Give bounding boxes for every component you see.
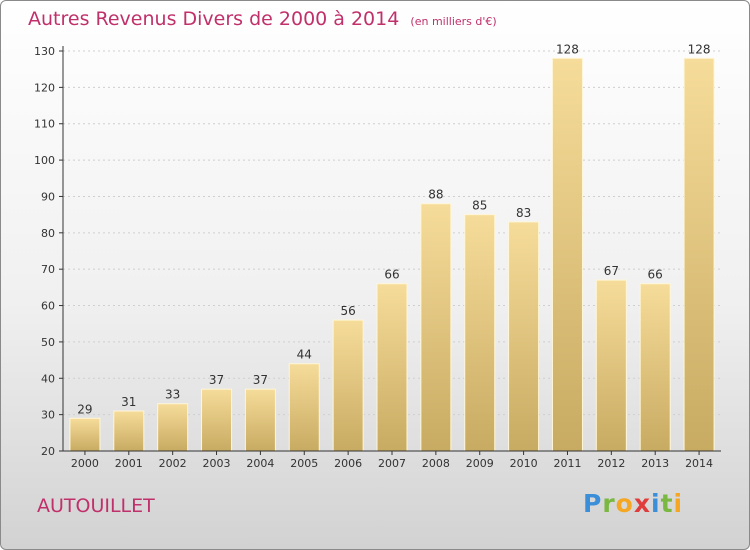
x-tick-label: 2012 xyxy=(597,457,625,470)
brand-letter: i xyxy=(651,489,661,518)
bar-chart: 20 30 40 50 60 70 80 90 100 110 120 130 29 2000 31 200… xyxy=(34,42,721,470)
y-tick-label: 130 xyxy=(34,45,55,58)
data-label: 31 xyxy=(121,395,136,409)
bar xyxy=(201,388,233,452)
title-row: Autres Revenus Divers de 2000 à 2014 (en… xyxy=(28,8,497,30)
y-tick-label: 70 xyxy=(41,263,55,276)
data-label: 56 xyxy=(340,304,355,318)
x-tick-label: 2005 xyxy=(290,457,318,470)
data-label: 29 xyxy=(77,402,92,416)
x-tick-label: 2004 xyxy=(246,457,274,470)
data-label: 37 xyxy=(209,373,224,387)
brand-letter: i xyxy=(673,489,684,518)
data-label: 37 xyxy=(253,373,268,387)
bar xyxy=(595,279,627,452)
bar xyxy=(376,283,408,452)
y-tick-label: 100 xyxy=(34,154,55,167)
x-tick-label: 2002 xyxy=(159,457,187,470)
y-tick-label: 30 xyxy=(41,409,55,422)
y-tick-label: 20 xyxy=(41,445,55,458)
bar xyxy=(508,221,540,452)
y-tick-label: 60 xyxy=(41,300,55,313)
data-label: 67 xyxy=(604,264,619,278)
brand-letter: x xyxy=(633,489,651,518)
y-tick-label: 40 xyxy=(41,372,55,385)
chart-subtitle: (en milliers d'€) xyxy=(410,15,497,28)
data-label: 88 xyxy=(428,188,443,202)
bar xyxy=(288,363,320,452)
data-label: 44 xyxy=(297,348,312,362)
x-tick-label: 2006 xyxy=(334,457,362,470)
y-tick-label: 110 xyxy=(34,118,55,131)
axes: 20 30 40 50 60 70 80 90 100 110 120 130 xyxy=(34,45,721,458)
data-label: 66 xyxy=(648,268,663,282)
y-tick-label: 50 xyxy=(41,336,55,349)
bar xyxy=(551,57,583,452)
data-label: 85 xyxy=(472,199,487,213)
chart-title: Autres Revenus Divers de 2000 à 2014 xyxy=(28,8,400,30)
y-tick-label: 90 xyxy=(41,190,55,203)
bar xyxy=(113,410,145,452)
data-label: 83 xyxy=(516,206,531,220)
data-label: 128 xyxy=(688,42,711,56)
x-tick-label: 2010 xyxy=(510,457,538,470)
bar xyxy=(464,214,496,452)
x-tick-label: 2008 xyxy=(422,457,450,470)
data-label: 66 xyxy=(384,268,399,282)
place-name: AUTOUILLET xyxy=(37,495,155,517)
labels: 29 2000 31 2001 33 2002 37 2003 37 2004 44 2005 56 20… xyxy=(71,42,713,470)
x-tick-label: 2000 xyxy=(71,457,99,470)
x-tick-label: 2003 xyxy=(203,457,231,470)
x-tick-label: 2013 xyxy=(641,457,669,470)
bar xyxy=(420,203,452,452)
brand-letter: t xyxy=(660,489,674,518)
brand-letter: o xyxy=(615,489,634,518)
x-tick-label: 2001 xyxy=(115,457,143,470)
bar xyxy=(69,417,101,452)
y-tick-label: 120 xyxy=(34,81,55,94)
x-tick-label: 2009 xyxy=(466,457,494,470)
x-tick-label: 2014 xyxy=(685,457,713,470)
x-tick-label: 2011 xyxy=(553,457,581,470)
bar xyxy=(683,57,715,452)
data-label: 33 xyxy=(165,388,180,402)
data-label: 128 xyxy=(556,42,579,56)
bar xyxy=(639,283,671,452)
x-tick-label: 2007 xyxy=(378,457,406,470)
proxiti-logo: Proxiti xyxy=(583,489,683,518)
bars xyxy=(69,57,715,452)
bar xyxy=(332,319,364,452)
y-tick-label: 80 xyxy=(41,227,55,240)
brand-letter: P xyxy=(583,489,603,518)
brand-letter: r xyxy=(602,489,616,518)
bar xyxy=(157,403,189,452)
bar xyxy=(244,388,276,452)
